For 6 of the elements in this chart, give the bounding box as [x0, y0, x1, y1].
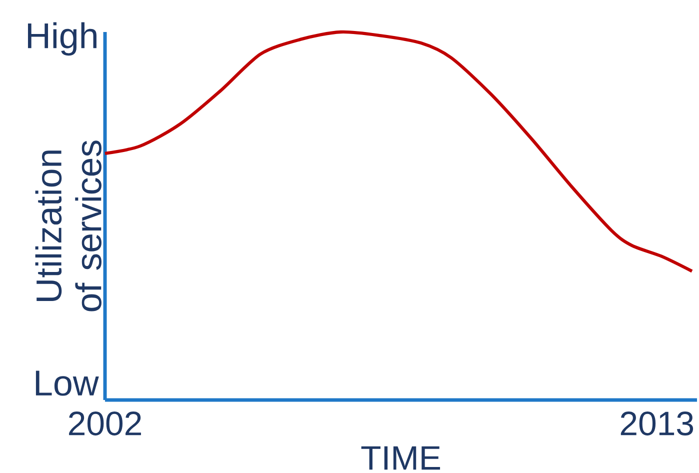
text: High — [28, 22, 96, 56]
x-tick-label: 2013 — [620, 412, 694, 436]
x-axis-title: TIME — [361, 446, 440, 470]
y-axis-title: Utilization of services — [35, 140, 102, 312]
x-tick-label: 2002 — [69, 412, 141, 436]
text: Low — [36, 370, 99, 396]
